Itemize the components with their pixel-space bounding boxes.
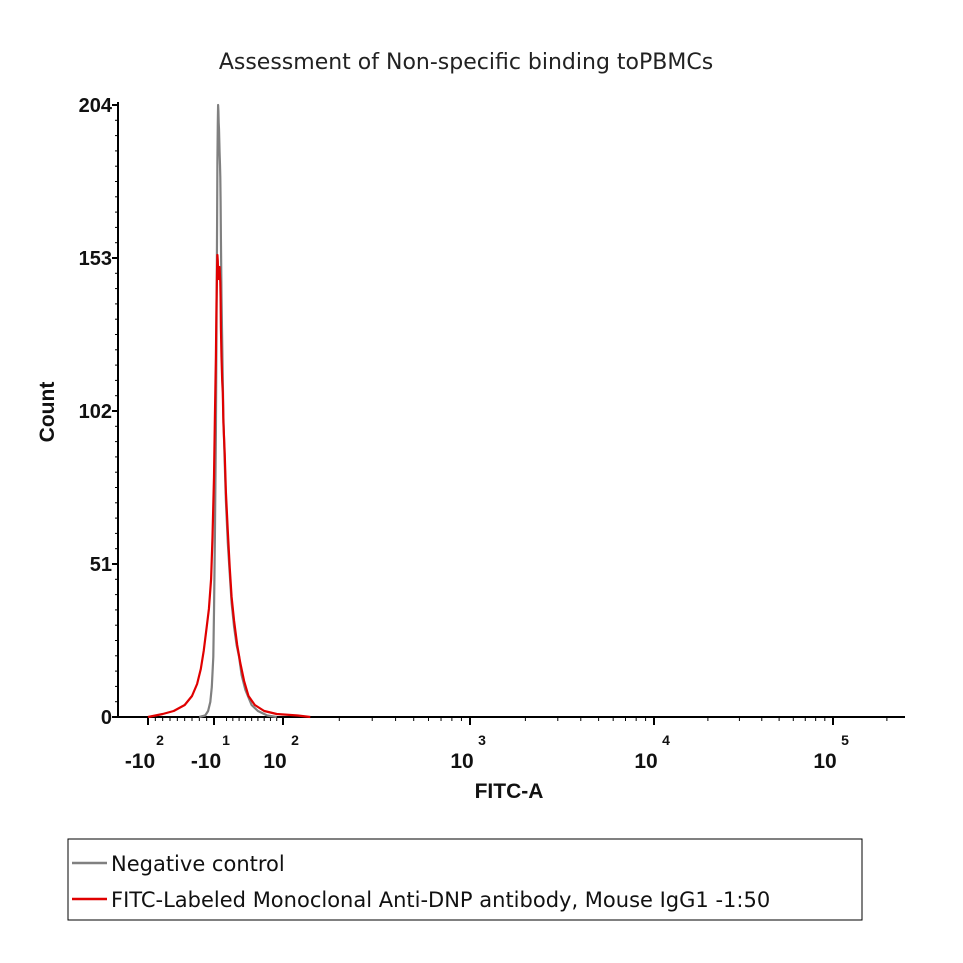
legend-label: Negative control [111,852,285,876]
x-tick-exponent: 1 [222,732,230,748]
x-tick-base: 10 [450,750,473,773]
series-line [199,103,277,719]
x-tick-label: 10 4 [634,732,670,773]
legend-label: FITC-Labeled Monoclonal Anti-DNP antibod… [111,888,770,912]
x-tick-base: -10 [191,750,221,773]
x-tick-exponent: 5 [841,732,849,748]
y-tick-label: 0 [101,707,112,729]
y-tick-label: 153 [79,248,112,270]
x-tick-base: 10 [634,750,657,773]
x-tick-base: 10 [813,750,836,773]
x-tick-exponent: 3 [478,732,486,748]
x-tick-label: 10 3 [450,732,486,773]
y-tick-label: 102 [79,401,112,423]
x-tick-base: -10 [125,750,155,773]
x-tick-exponent: 4 [662,732,670,748]
x-tick-label: 10 2 [263,732,299,773]
x-tick-base: 10 [263,750,286,773]
x-tick-exponent: 2 [156,732,164,748]
legend: Negative control FITC-Labeled Monoclonal … [67,838,863,921]
x-tick-exponent: 2 [291,732,299,748]
series-line [147,253,311,719]
legend-box [67,838,863,921]
x-axis-label: FITC-A [475,780,544,803]
x-tick-label: -102 [125,732,164,773]
y-tick-label: 51 [90,554,112,576]
chart-title: Assessment of Non-specific binding toPBM… [219,50,713,75]
y-tick-label: 204 [79,95,113,117]
y-axis-label: Count [36,382,59,443]
x-tick-label: 10 5 [813,732,849,773]
x-tick-label: -101 [191,732,230,773]
